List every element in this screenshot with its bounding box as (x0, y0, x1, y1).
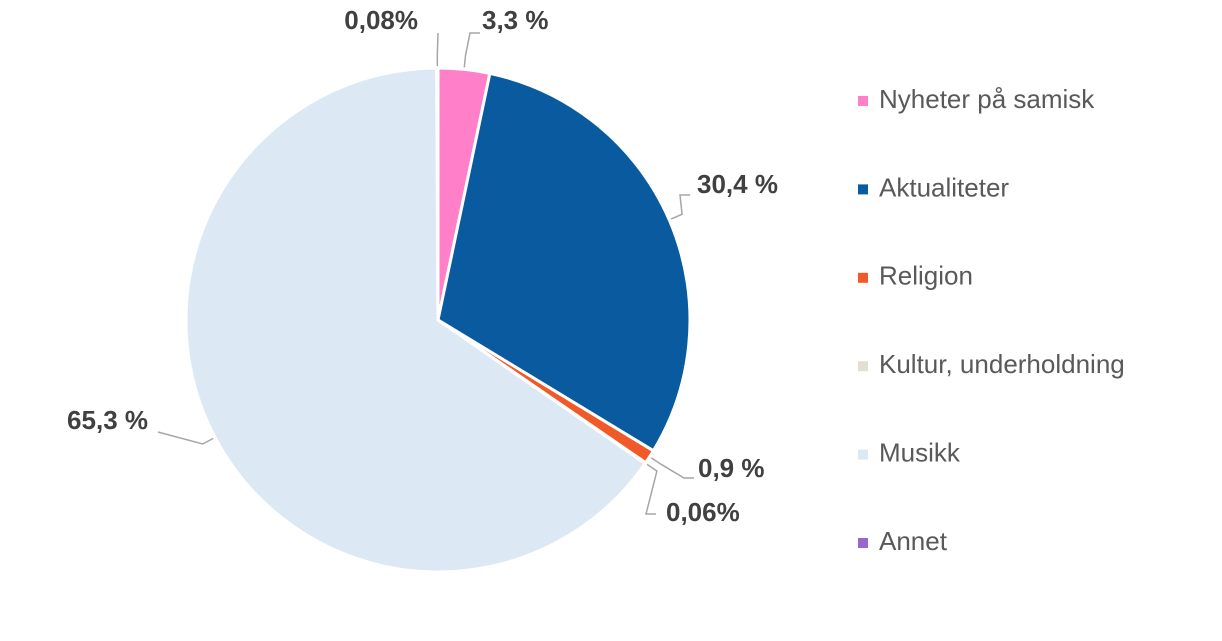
legend-swatch (858, 538, 868, 548)
pie-slice (435, 66, 440, 321)
data-label: 65,3 % (67, 405, 148, 435)
data-label: 30,4 % (697, 169, 778, 199)
data-label: 0,06% (666, 497, 740, 527)
data-label: 0,08% (344, 5, 418, 35)
leader-line (436, 32, 439, 67)
legend-label: Nyheter på samisk (879, 84, 1095, 114)
legend-label: Aktualiteter (879, 172, 1009, 202)
data-label: 0,9 % (698, 453, 765, 483)
pie-slice (436, 71, 692, 453)
legend-label: Annet (879, 526, 948, 556)
pie-slice (184, 66, 648, 574)
leader-line (650, 457, 694, 479)
legend-swatch (858, 449, 868, 460)
leader-line (463, 32, 480, 68)
leader-line (157, 431, 214, 445)
leader-line (645, 463, 658, 515)
legend-swatch (858, 361, 868, 372)
legend-label: Musikk (879, 437, 961, 467)
legend-label: Kultur, underholdning (879, 349, 1125, 379)
legend-swatch (858, 184, 868, 195)
legend-swatch (858, 272, 868, 283)
legend-label: Religion (879, 261, 973, 291)
legend-swatch (858, 96, 868, 106)
leader-line (670, 194, 690, 220)
data-label: 3,3 % (482, 5, 549, 35)
